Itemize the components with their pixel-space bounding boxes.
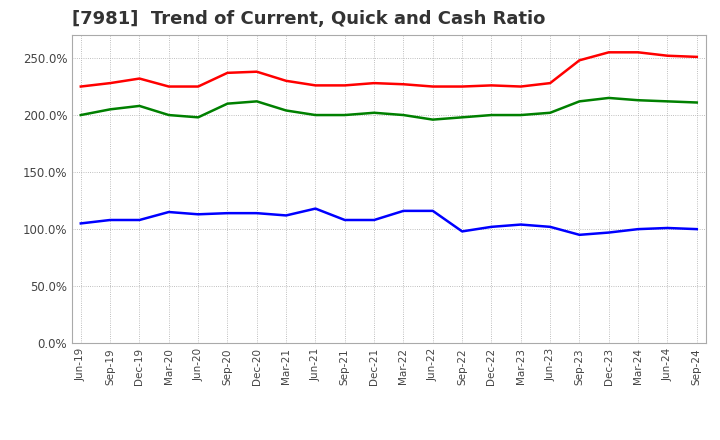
Quick Ratio [634, 98, 642, 103]
Cash Ratio [605, 230, 613, 235]
Quick Ratio [399, 112, 408, 117]
Cash Ratio [693, 227, 701, 232]
Current Ratio [194, 84, 202, 89]
Quick Ratio [106, 107, 114, 112]
Text: [7981]  Trend of Current, Quick and Cash Ratio: [7981] Trend of Current, Quick and Cash … [72, 10, 545, 28]
Quick Ratio [605, 95, 613, 101]
Quick Ratio [458, 115, 467, 120]
Cash Ratio [487, 224, 496, 230]
Cash Ratio [575, 232, 584, 238]
Quick Ratio [194, 115, 202, 120]
Current Ratio [253, 69, 261, 74]
Quick Ratio [311, 112, 320, 117]
Quick Ratio [693, 100, 701, 105]
Cash Ratio [634, 227, 642, 232]
Current Ratio [605, 50, 613, 55]
Line: Cash Ratio: Cash Ratio [81, 209, 697, 235]
Current Ratio [135, 76, 144, 81]
Current Ratio [487, 83, 496, 88]
Current Ratio [311, 83, 320, 88]
Line: Quick Ratio: Quick Ratio [81, 98, 697, 120]
Cash Ratio [106, 217, 114, 223]
Current Ratio [341, 83, 349, 88]
Cash Ratio [282, 213, 290, 218]
Quick Ratio [575, 99, 584, 104]
Cash Ratio [428, 208, 437, 213]
Cash Ratio [399, 208, 408, 213]
Current Ratio [575, 58, 584, 63]
Cash Ratio [164, 209, 173, 215]
Cash Ratio [194, 212, 202, 217]
Current Ratio [546, 81, 554, 86]
Cash Ratio [663, 225, 672, 231]
Cash Ratio [311, 206, 320, 211]
Cash Ratio [76, 221, 85, 226]
Quick Ratio [663, 99, 672, 104]
Quick Ratio [223, 101, 232, 106]
Quick Ratio [135, 103, 144, 109]
Current Ratio [399, 81, 408, 87]
Quick Ratio [341, 112, 349, 117]
Current Ratio [223, 70, 232, 76]
Quick Ratio [487, 112, 496, 117]
Line: Current Ratio: Current Ratio [81, 52, 697, 87]
Cash Ratio [458, 229, 467, 234]
Cash Ratio [341, 217, 349, 223]
Current Ratio [282, 78, 290, 84]
Current Ratio [516, 84, 525, 89]
Cash Ratio [253, 210, 261, 216]
Quick Ratio [546, 110, 554, 115]
Quick Ratio [282, 108, 290, 113]
Cash Ratio [370, 217, 379, 223]
Quick Ratio [428, 117, 437, 122]
Current Ratio [164, 84, 173, 89]
Quick Ratio [76, 112, 85, 117]
Quick Ratio [253, 99, 261, 104]
Current Ratio [663, 53, 672, 59]
Cash Ratio [546, 224, 554, 230]
Cash Ratio [516, 222, 525, 227]
Current Ratio [458, 84, 467, 89]
Current Ratio [634, 50, 642, 55]
Quick Ratio [164, 112, 173, 117]
Quick Ratio [370, 110, 379, 115]
Cash Ratio [135, 217, 144, 223]
Current Ratio [370, 81, 379, 86]
Current Ratio [693, 54, 701, 59]
Current Ratio [76, 84, 85, 89]
Cash Ratio [223, 210, 232, 216]
Current Ratio [428, 84, 437, 89]
Current Ratio [106, 81, 114, 86]
Quick Ratio [516, 112, 525, 117]
